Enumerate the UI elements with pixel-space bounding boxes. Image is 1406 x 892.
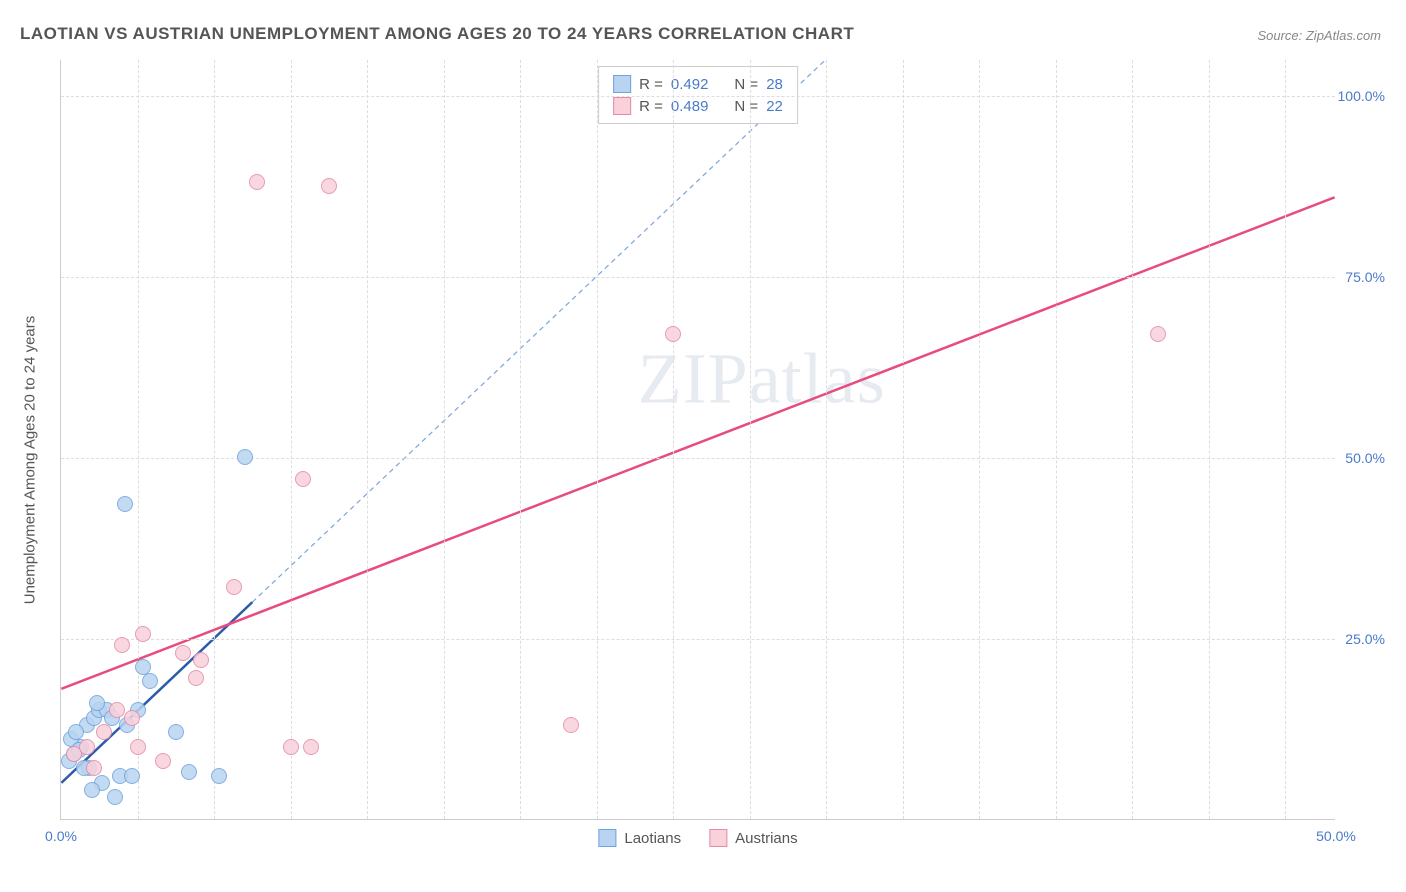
scatter-point	[124, 710, 140, 726]
x-tick-label: 50.0%	[1316, 828, 1356, 844]
x-tick-label: 0.0%	[45, 828, 77, 844]
scatter-point	[188, 670, 204, 686]
gridline-vertical	[750, 60, 751, 819]
series-legend: Laotians Austrians	[598, 829, 797, 847]
scatter-point	[135, 626, 151, 642]
scatter-point	[68, 724, 84, 740]
scatter-point	[303, 739, 319, 755]
scatter-point	[1150, 326, 1166, 342]
scatter-point	[96, 724, 112, 740]
gridline-vertical	[291, 60, 292, 819]
correlation-stats-box: R = 0.492 N = 28 R = 0.489 N = 22	[598, 66, 798, 124]
scatter-point	[249, 174, 265, 190]
gridline-vertical	[979, 60, 980, 819]
plot-area: ZIPatlas R =0.492N =28R =0.489N =22 Laot…	[60, 60, 1335, 820]
scatter-point	[211, 768, 227, 784]
trendline	[252, 60, 825, 602]
gridline-horizontal	[61, 639, 1335, 640]
scatter-point	[107, 789, 123, 805]
gridline-vertical	[1285, 60, 1286, 819]
y-tick-label: 50.0%	[1345, 450, 1385, 466]
stat-n-label: N =	[734, 76, 758, 93]
stat-r-label: R =	[639, 98, 663, 115]
scatter-point	[130, 739, 146, 755]
gridline-vertical	[1132, 60, 1133, 819]
watermark: ZIPatlas	[638, 337, 886, 420]
legend-label: Laotians	[624, 830, 681, 847]
trendlines-layer	[61, 60, 1335, 819]
scatter-point	[86, 760, 102, 776]
scatter-point	[295, 471, 311, 487]
stat-r-value: 0.489	[671, 98, 709, 115]
legend-item: Laotians	[598, 829, 681, 847]
scatter-point	[193, 652, 209, 668]
scatter-point	[135, 659, 151, 675]
source-attribution: Source: ZipAtlas.com	[1257, 28, 1381, 43]
legend-swatch	[613, 97, 631, 115]
gridline-vertical	[1056, 60, 1057, 819]
scatter-point	[226, 579, 242, 595]
scatter-point	[175, 645, 191, 661]
legend-swatch	[598, 829, 616, 847]
y-axis-label: Unemployment Among Ages 20 to 24 years	[22, 316, 39, 605]
scatter-point	[181, 764, 197, 780]
scatter-point	[114, 637, 130, 653]
gridline-vertical	[367, 60, 368, 819]
scatter-point	[79, 739, 95, 755]
scatter-point	[142, 673, 158, 689]
gridline-vertical	[214, 60, 215, 819]
legend-swatch	[613, 75, 631, 93]
gridline-vertical	[597, 60, 598, 819]
gridline-horizontal	[61, 277, 1335, 278]
legend-label: Austrians	[735, 830, 798, 847]
stat-n-value: 22	[766, 98, 783, 115]
stat-r-label: R =	[639, 76, 663, 93]
y-tick-label: 25.0%	[1345, 631, 1385, 647]
stats-row: R = 0.489 N = 22	[613, 95, 783, 117]
scatter-point	[155, 753, 171, 769]
gridline-horizontal	[61, 96, 1335, 97]
gridline-vertical	[826, 60, 827, 819]
stat-r-value: 0.492	[671, 76, 709, 93]
y-tick-label: 100.0%	[1338, 88, 1385, 104]
scatter-point	[84, 782, 100, 798]
scatter-point	[117, 496, 133, 512]
scatter-point	[89, 695, 105, 711]
gridline-vertical	[520, 60, 521, 819]
legend-item: Austrians	[709, 829, 798, 847]
gridline-vertical	[903, 60, 904, 819]
y-tick-label: 75.0%	[1345, 269, 1385, 285]
gridline-vertical	[1209, 60, 1210, 819]
scatter-point	[124, 768, 140, 784]
scatter-point	[168, 724, 184, 740]
scatter-point	[563, 717, 579, 733]
chart-container: Unemployment Among Ages 20 to 24 years Z…	[50, 60, 1380, 860]
stats-row: R = 0.492 N = 28	[613, 73, 783, 95]
trendline	[61, 197, 1334, 689]
legend-swatch	[709, 829, 727, 847]
scatter-point	[283, 739, 299, 755]
scatter-point	[665, 326, 681, 342]
gridline-vertical	[673, 60, 674, 819]
scatter-point	[237, 449, 253, 465]
gridline-vertical	[444, 60, 445, 819]
scatter-point	[109, 702, 125, 718]
stat-n-label: N =	[734, 98, 758, 115]
scatter-point	[321, 178, 337, 194]
chart-title: LAOTIAN VS AUSTRIAN UNEMPLOYMENT AMONG A…	[20, 24, 854, 44]
stat-n-value: 28	[766, 76, 783, 93]
